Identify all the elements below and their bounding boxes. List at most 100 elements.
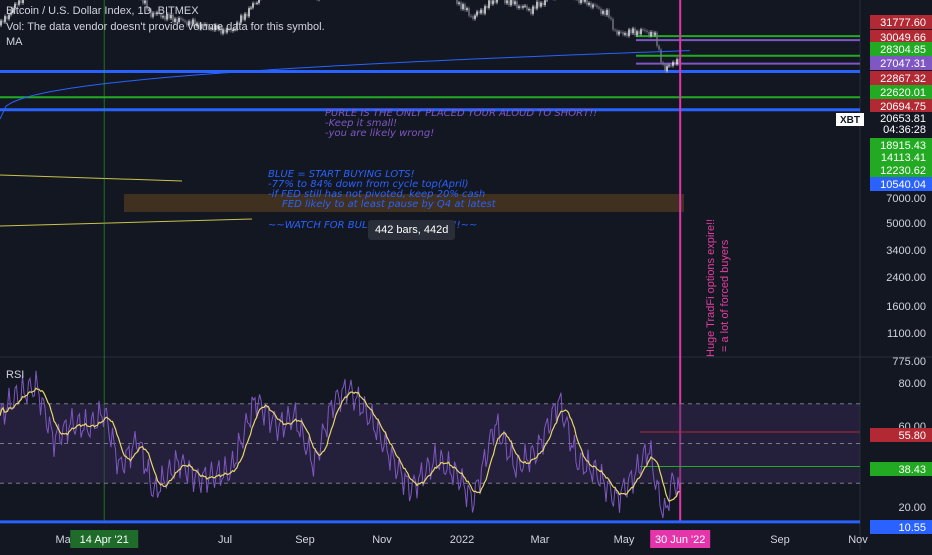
price-candle[interactable]: [540, 3, 541, 7]
price-candle[interactable]: [474, 15, 475, 18]
price-candle[interactable]: [528, 9, 529, 10]
price-candle[interactable]: [530, 9, 531, 14]
price-candle[interactable]: [488, 0, 489, 8]
price-candle[interactable]: [250, 8, 251, 9]
price-candle[interactable]: [642, 29, 643, 30]
price-candle[interactable]: [676, 59, 677, 64]
ma-label[interactable]: MA: [6, 36, 23, 48]
price-candle[interactable]: [256, 3, 257, 4]
price-candle[interactable]: [518, 6, 519, 8]
price-candle[interactable]: [20, 0, 21, 3]
price-candle[interactable]: [468, 8, 469, 15]
price-candle[interactable]: [2, 21, 3, 23]
price-candle[interactable]: [536, 2, 537, 9]
price-candle[interactable]: [586, 0, 587, 5]
price-candle[interactable]: [242, 15, 243, 19]
price-candle[interactable]: [462, 4, 463, 9]
price-candle[interactable]: [580, 0, 581, 3]
price-candle[interactable]: [142, 0, 143, 3]
price-candle[interactable]: [608, 10, 609, 18]
price-candle[interactable]: [254, 3, 255, 4]
price-candle[interactable]: [602, 11, 603, 14]
price-candle[interactable]: [492, 0, 493, 4]
price-candle[interactable]: [582, 0, 583, 2]
price-candle[interactable]: [480, 10, 481, 13]
price-candle[interactable]: [456, 0, 457, 4]
price-candle[interactable]: [594, 5, 595, 6]
price-candle[interactable]: [22, 0, 23, 3]
price-candle[interactable]: [648, 32, 649, 36]
price-candle[interactable]: [144, 0, 145, 3]
price-candle[interactable]: [246, 14, 247, 17]
price-candle[interactable]: [604, 11, 605, 15]
price-candle[interactable]: [614, 30, 615, 31]
price-candle[interactable]: [244, 14, 245, 20]
price-candle[interactable]: [672, 62, 673, 66]
price-candle[interactable]: [630, 30, 631, 34]
price-candle[interactable]: [542, 3, 543, 5]
price-candle[interactable]: [618, 32, 619, 35]
price-candle[interactable]: [504, 0, 505, 3]
price-candle[interactable]: [508, 0, 509, 5]
price-candle[interactable]: [478, 12, 479, 14]
price-candle[interactable]: [636, 31, 637, 35]
price-candle[interactable]: [674, 62, 675, 64]
price-candle[interactable]: [514, 1, 515, 4]
price-candle[interactable]: [494, 0, 495, 2]
price-candle[interactable]: [180, 18, 181, 19]
price-candle[interactable]: [650, 32, 651, 36]
price-candle[interactable]: [646, 31, 647, 32]
price-candle[interactable]: [482, 10, 483, 14]
price-candle[interactable]: [638, 31, 639, 34]
price-candle[interactable]: [524, 6, 525, 7]
price-candle[interactable]: [590, 3, 591, 8]
price-candle[interactable]: [662, 62, 663, 64]
price-candle[interactable]: [486, 6, 487, 8]
price-candle[interactable]: [0, 21, 1, 26]
price-candle[interactable]: [598, 7, 599, 8]
price-candle[interactable]: [538, 2, 539, 7]
price-candle[interactable]: [656, 33, 657, 46]
price-candle[interactable]: [578, 0, 579, 3]
price-candle[interactable]: [596, 6, 597, 8]
price-candle[interactable]: [544, 0, 545, 5]
price-candle[interactable]: [666, 66, 667, 71]
price-candle[interactable]: [470, 16, 471, 17]
price-candle[interactable]: [248, 8, 249, 16]
price-candle[interactable]: [520, 6, 521, 7]
price-candle[interactable]: [640, 29, 641, 34]
price-candle[interactable]: [252, 3, 253, 7]
price-candle[interactable]: [484, 6, 485, 14]
price-candle[interactable]: [464, 4, 465, 10]
price-candle[interactable]: [472, 16, 473, 19]
price-candle[interactable]: [664, 65, 665, 71]
price-candle[interactable]: [506, 0, 507, 3]
price-candle[interactable]: [652, 32, 653, 35]
price-candle[interactable]: [532, 6, 533, 13]
price-candle[interactable]: [654, 33, 655, 35]
price-candle[interactable]: [584, 0, 585, 2]
price-candle[interactable]: [522, 6, 523, 7]
price-candle[interactable]: [510, 0, 511, 5]
price-candle[interactable]: [526, 6, 527, 10]
price-candle[interactable]: [600, 9, 601, 14]
price-candle[interactable]: [458, 3, 459, 4]
price-candle[interactable]: [512, 0, 513, 4]
price-candle[interactable]: [592, 5, 593, 8]
price-candle[interactable]: [620, 32, 621, 33]
price-candle[interactable]: [516, 1, 517, 8]
price-candle[interactable]: [670, 65, 671, 66]
price-candle[interactable]: [644, 30, 645, 31]
price-candle[interactable]: [616, 30, 617, 34]
price-candle[interactable]: [628, 30, 629, 36]
price-candle[interactable]: [476, 12, 477, 16]
price-candle[interactable]: [460, 3, 461, 10]
price-candle[interactable]: [668, 65, 669, 66]
price-candle[interactable]: [622, 32, 623, 35]
price-candle[interactable]: [258, 0, 259, 3]
price-candle[interactable]: [658, 46, 659, 50]
price-candle[interactable]: [534, 6, 535, 8]
price-candle[interactable]: [624, 33, 625, 35]
price-candle[interactable]: [466, 8, 467, 10]
